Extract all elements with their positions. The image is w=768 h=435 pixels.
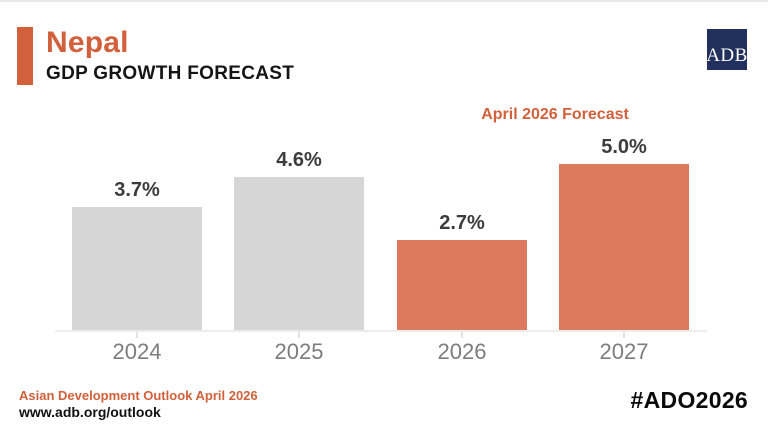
bar-value-label: 3.7%: [114, 179, 160, 201]
forecast-annotation: April 2026 Forecast: [481, 106, 629, 123]
country-title: Nepal: [46, 26, 129, 59]
axis-tick: [136, 332, 138, 338]
bar-value-label: 5.0%: [601, 136, 647, 158]
x-axis-label-2027: 2027: [599, 339, 649, 364]
bar-2027: [559, 164, 689, 330]
x-axis-label-2025: 2025: [274, 339, 324, 364]
adb-logo-text: ADB: [706, 45, 748, 66]
x-axis-label-2026: 2026: [437, 339, 487, 364]
bar-2026: [397, 240, 527, 330]
x-axis-line: [55, 330, 707, 332]
axis-tick: [623, 332, 625, 338]
axis-tick: [298, 332, 300, 338]
source-text: Asian Development Outlook April 2026: [19, 388, 258, 403]
website-url: www.adb.org/outlook: [19, 404, 161, 420]
hashtag: #ADO2026: [630, 387, 748, 413]
adb-logo: ADB: [706, 29, 748, 70]
bar-value-label: 4.6%: [276, 149, 322, 171]
chart-title: GDP GROWTH FORECAST: [46, 63, 295, 84]
bar-2025: [234, 177, 364, 330]
x-axis-label-2024: 2024: [112, 339, 162, 364]
bar-value-label: 2.7%: [439, 212, 485, 234]
bar-2024: [72, 207, 202, 330]
axis-tick: [461, 332, 463, 338]
title-accent-bar: [17, 27, 33, 85]
